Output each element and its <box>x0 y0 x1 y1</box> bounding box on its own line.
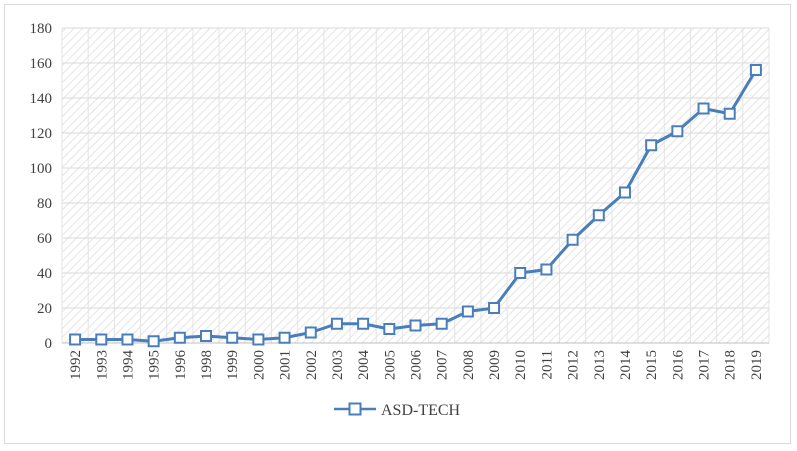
legend: ASD-TECH <box>334 402 461 419</box>
y-tick-label: 100 <box>30 161 53 177</box>
legend-label-asd-tech: ASD-TECH <box>381 402 461 419</box>
plot-area-background <box>62 28 769 343</box>
y-tick-label: 160 <box>30 56 53 72</box>
y-tick-label: 120 <box>30 126 53 142</box>
data-point <box>697 102 710 115</box>
x-tick-label: 2006 <box>409 350 425 381</box>
y-tick-label: 180 <box>30 21 53 37</box>
data-point <box>95 333 108 346</box>
data-point <box>330 317 343 330</box>
x-tick-label: 2000 <box>251 350 267 380</box>
x-axis: 1992 1993 1994 1995 1996 1998 1999 2000 2001 2002… <box>68 350 765 381</box>
x-tick-label: 1995 <box>147 350 163 380</box>
x-tick-label: 1992 <box>68 350 84 380</box>
x-tick-label: 2019 <box>749 350 765 380</box>
x-tick-label: 1998 <box>199 350 215 380</box>
x-tick-label: 2013 <box>592 350 608 380</box>
x-tick-label: 1999 <box>225 350 241 380</box>
data-point <box>461 305 474 318</box>
data-point <box>618 186 631 199</box>
x-tick-label: 2007 <box>435 350 451 381</box>
x-tick-label: 2009 <box>487 350 503 380</box>
data-point <box>671 125 684 138</box>
x-tick-label: 2010 <box>513 350 529 380</box>
y-tick-label: 140 <box>30 91 53 107</box>
data-point <box>226 331 239 344</box>
x-tick-label: 2018 <box>723 350 739 380</box>
y-tick-label: 40 <box>37 266 52 282</box>
data-point <box>252 333 265 346</box>
data-point <box>278 331 291 344</box>
y-axis: 0 20 40 60 80 100 120 140 160 180 <box>30 21 53 352</box>
y-tick-label: 60 <box>37 231 52 247</box>
x-tick-label: 2015 <box>644 350 660 380</box>
data-point <box>723 107 736 120</box>
data-point <box>566 233 579 246</box>
data-point <box>514 267 527 279</box>
data-point <box>304 326 317 339</box>
series-layer <box>69 64 762 348</box>
x-tick-label: 2014 <box>618 350 634 381</box>
x-tick-label: 2003 <box>330 350 346 380</box>
x-tick-label: 1994 <box>120 350 136 381</box>
y-tick-label: 0 <box>45 336 53 352</box>
y-tick-label: 20 <box>37 301 52 317</box>
y-tick-label: 80 <box>37 196 52 212</box>
data-point <box>357 317 370 330</box>
x-tick-label: 2002 <box>304 350 320 380</box>
data-point <box>173 331 186 344</box>
x-tick-label: 2001 <box>278 350 294 380</box>
data-point <box>645 139 658 152</box>
x-tick-label: 2011 <box>539 350 555 379</box>
data-point <box>435 317 448 330</box>
x-tick-label: 1993 <box>94 350 110 380</box>
x-tick-label: 2012 <box>566 350 582 380</box>
x-tick-label: 2004 <box>356 350 372 381</box>
x-tick-label: 2017 <box>697 350 713 381</box>
data-point <box>200 330 213 342</box>
data-point <box>749 64 762 76</box>
data-point <box>147 335 160 348</box>
data-point <box>409 319 422 332</box>
x-tick-label: 2016 <box>670 350 686 381</box>
data-point <box>383 323 396 335</box>
data-point <box>488 302 501 314</box>
data-point <box>69 333 82 346</box>
x-tick-label: 1996 <box>173 350 189 381</box>
gridlines <box>61 27 770 344</box>
data-point <box>540 263 553 276</box>
data-point <box>592 209 605 222</box>
data-point <box>121 333 134 346</box>
x-tick-label: 2005 <box>382 350 398 380</box>
x-tick-label: 2008 <box>461 350 477 380</box>
legend-marker <box>348 402 362 416</box>
